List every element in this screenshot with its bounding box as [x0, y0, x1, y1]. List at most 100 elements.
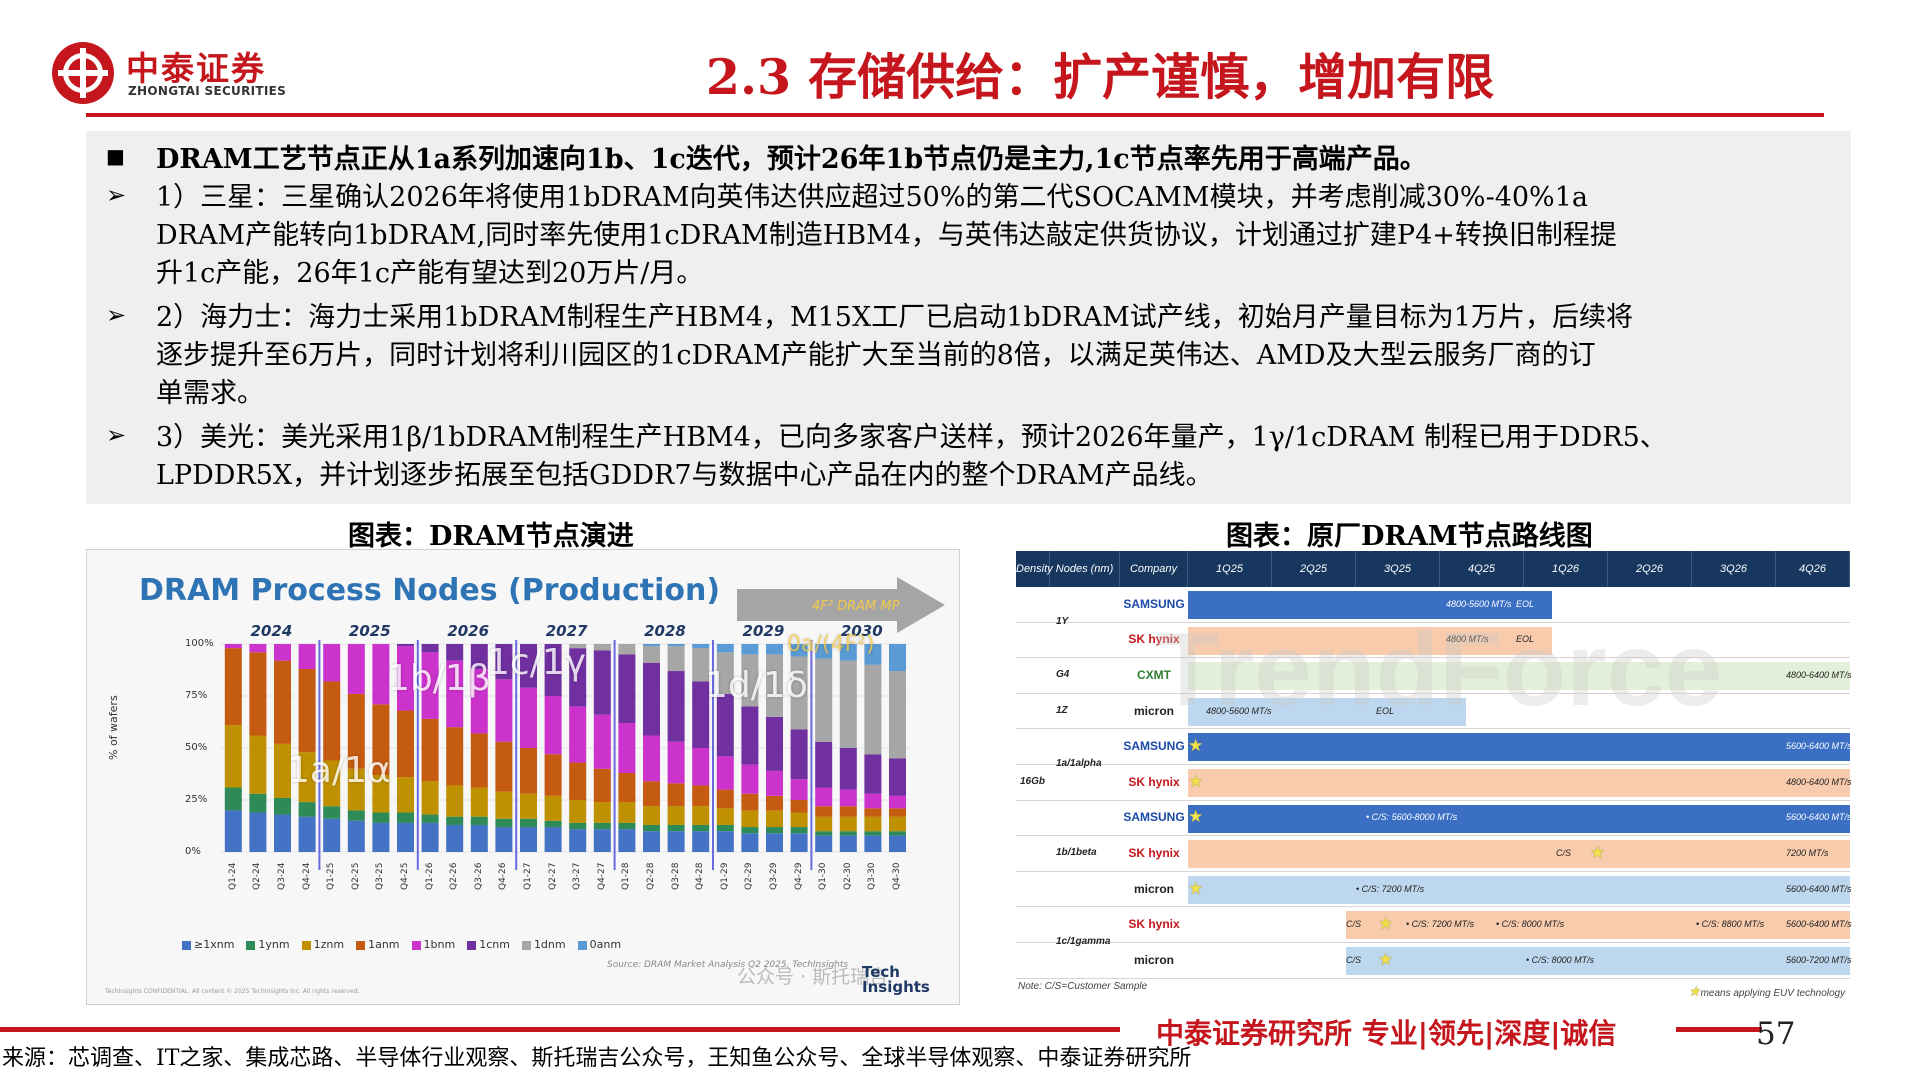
- bar-segment: [643, 824, 660, 832]
- bar-segment: [323, 681, 341, 761]
- bar-segment: [347, 768, 365, 811]
- bar-segment: [593, 802, 611, 823]
- bar-segment: [495, 679, 513, 742]
- node-overlay-label: 1c/1γ: [487, 642, 587, 683]
- dram-node-chart: DRAM Process Nodes (Production) 4F² DRAM…: [86, 549, 960, 1005]
- density-label: 16Gb: [1020, 775, 1046, 787]
- star-icon: ★: [1378, 949, 1394, 970]
- bar-segment: [569, 800, 587, 823]
- bar-segment: [446, 727, 464, 786]
- x-tick-label: Q2-30: [842, 862, 853, 890]
- roadmap-band-text: 7200 MT/s: [1786, 847, 1829, 858]
- legend-item: 1dnm: [521, 938, 566, 951]
- x-tick-label: Q2-27: [547, 862, 558, 890]
- bar-segment: [766, 827, 783, 834]
- roadmap-row: 1Z micron 4800-5600 MT/s EOL: [1016, 694, 1850, 730]
- bar-segment: [643, 644, 660, 647]
- roadmap-header-cell: Company: [1120, 551, 1188, 587]
- roadmap-band-text: • C/S: 7200 MT/s: [1356, 883, 1425, 894]
- bar-segment: [495, 741, 513, 792]
- bar-segment: [741, 810, 759, 828]
- bar-segment: [520, 687, 537, 748]
- bar-segment: [372, 812, 390, 823]
- bar-segment: [569, 644, 587, 649]
- legend-swatch: [467, 940, 477, 950]
- year-label: 2026: [447, 622, 490, 640]
- point-line: DRAM产能转向1bDRAM,同时率先使用1cDRAM制造HBM4，与英伟达敲定…: [156, 220, 1617, 251]
- roadmap-band: [1188, 626, 1552, 655]
- point-line: 3）美光：美光采用1β/1bDRAM制程生产HBM4，已向多家客户送样，预计20…: [156, 422, 1667, 453]
- logo-english-name: ZHONGTAI SECURITIES: [128, 84, 287, 98]
- company-logo: SAMSUNG: [1123, 596, 1185, 611]
- roadmap-band: [1346, 911, 1850, 940]
- summary-box: ■ DRAM工艺节点正从1a系列加速向1b、1c迭代，预计26年1b节点仍是主力…: [86, 131, 1851, 504]
- bar-segment: [446, 824, 464, 852]
- bar-segment: [593, 822, 611, 830]
- bar-segment: [495, 827, 513, 852]
- bar-segment: [692, 748, 710, 786]
- roadmap-band-text: 5600-7200 MT/s: [1786, 954, 1852, 965]
- square-bullet-icon: ■: [106, 144, 125, 168]
- bar-segment: [249, 735, 267, 794]
- node-overlay-label: 1a/1α: [287, 750, 391, 791]
- bar-segment: [298, 802, 316, 817]
- bar-segment: [864, 664, 882, 755]
- x-tick-label: Q1-25: [326, 862, 337, 890]
- star-icon: ★: [1188, 878, 1204, 899]
- point-line: 1）三星：三星确认2026年将使用1bDRAM向英伟达供应超过50%的第二代SO…: [156, 182, 1588, 213]
- legend-item: 1anm: [356, 938, 400, 951]
- bar-segment: [864, 831, 882, 836]
- star-icon: ★: [1188, 771, 1204, 792]
- legend-item: 1ynm: [246, 938, 290, 951]
- bar-segment: [618, 829, 636, 852]
- bar-segment: [323, 806, 341, 819]
- bar-segment: [397, 777, 414, 813]
- title-divider: [86, 113, 1824, 117]
- bar-segment: [716, 644, 734, 653]
- footer-divider-right: [1676, 1027, 1762, 1032]
- company-logo: SK hynix: [1128, 845, 1180, 860]
- company-logo: SK hynix: [1128, 917, 1180, 932]
- bar-segment: [298, 816, 316, 852]
- roadmap-band-text: • C/S: 7200 MT/s: [1406, 919, 1475, 930]
- bar-segment: [593, 644, 611, 651]
- roadmap-row: SK hynix 4800-6400 MT/s ★: [1016, 765, 1852, 801]
- bar-segment: [790, 644, 808, 657]
- year-label: 2024: [250, 622, 293, 640]
- point-line: 2）海力士：海力士采用1bDRAM制程生产HBM4，M15X工厂已启动1bDRA…: [156, 302, 1633, 333]
- roadmap-header-cell: 3Q25: [1356, 551, 1440, 587]
- bar-segment: [692, 806, 710, 825]
- techinsights-logo: Tech Insights: [862, 963, 930, 996]
- bar-segment: [766, 810, 783, 828]
- x-tick-label: Q4-27: [596, 862, 607, 890]
- bar-segment: [569, 762, 587, 800]
- bar-segment: [618, 802, 636, 823]
- bar-segment: [618, 772, 636, 803]
- roadmap-band-text: EOL: [1516, 634, 1535, 645]
- bar-segment: [692, 831, 710, 852]
- roadmap-header-cell: Nodes (nm): [1050, 551, 1120, 587]
- company-logo: SK hynix: [1128, 774, 1180, 789]
- bar-segment: [889, 644, 906, 672]
- bar-segment: [323, 818, 341, 852]
- roadmap-band: [1188, 697, 1466, 726]
- bar-segment: [323, 760, 341, 807]
- bar-segment: [421, 822, 439, 852]
- bar-segment: [667, 824, 685, 832]
- bar-segment: [470, 824, 488, 852]
- bar-segment: [470, 816, 488, 825]
- arrow-bullet-icon: ➢: [106, 181, 127, 209]
- bar-segment: [397, 812, 414, 823]
- year-label: 2030: [840, 622, 883, 640]
- bar-segment: [372, 822, 390, 852]
- bar-segment: [790, 827, 808, 834]
- bar-segment: [741, 793, 759, 811]
- bar-segment: [372, 704, 390, 776]
- roadmap-header-row: Density Nodes (nm) Company 1Q25 2Q25 3Q25 4Q25…: [1016, 551, 1850, 587]
- y-tick-label: 0%: [185, 846, 201, 857]
- bar-segment: [766, 716, 783, 771]
- bar-segment: [643, 662, 660, 736]
- chart-legend: ≥1xnm 1ynm 1znm 1anm 1bnm 1cnm 1dnm 0anm: [182, 938, 633, 951]
- roadmap-band-text: 5600-6400 MT/s: [1786, 883, 1852, 894]
- bar-segment: [520, 793, 537, 819]
